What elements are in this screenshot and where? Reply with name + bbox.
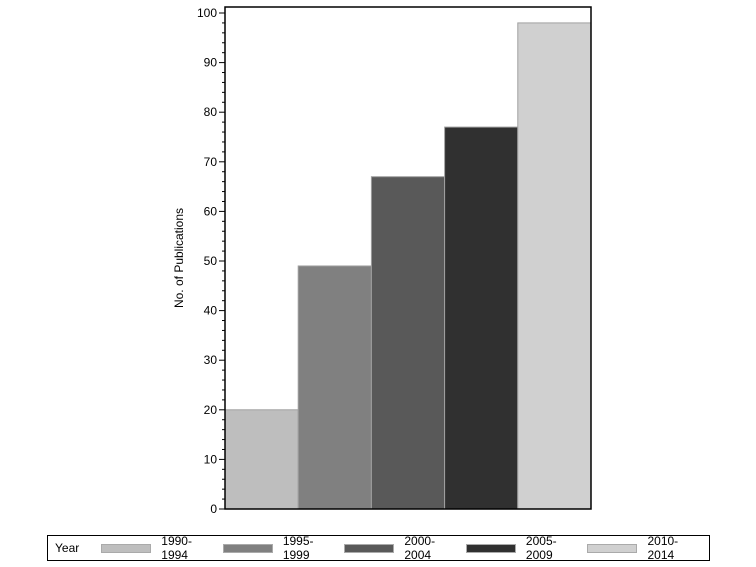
legend: Year 1990-1994 1995-1999 2000-2004 2005-… bbox=[47, 534, 710, 562]
y-tick-label: 30 bbox=[204, 353, 218, 367]
y-tick-label: 80 bbox=[204, 105, 218, 119]
plot-frame bbox=[224, 6, 592, 510]
y-axis-label: No. of Publications bbox=[172, 208, 186, 308]
bars bbox=[224, 22, 592, 510]
legend-item: 2010-2014 bbox=[587, 534, 695, 562]
legend-item: 1990-1994 bbox=[101, 534, 209, 562]
legend-item: 2005-2009 bbox=[465, 534, 574, 562]
legend-item: 2000-2004 bbox=[344, 534, 452, 562]
legend-label: 1990-1994 bbox=[161, 534, 192, 562]
legend-swatch bbox=[344, 543, 395, 553]
legend-swatch bbox=[465, 543, 516, 553]
legend-swatch bbox=[101, 543, 152, 553]
y-tick-label: 50 bbox=[204, 254, 218, 268]
legend-label: 2010-2014 bbox=[647, 534, 679, 562]
legend-label: 2005-2009 bbox=[525, 534, 557, 562]
bar-1995-1999 bbox=[297, 265, 372, 510]
y-tick-label: 90 bbox=[204, 56, 218, 70]
y-tick-label: 10 bbox=[204, 452, 218, 466]
legend-swatch bbox=[222, 543, 273, 553]
legend-swatch bbox=[587, 543, 638, 553]
bar-2010-2014 bbox=[517, 22, 592, 510]
y-tick-label: 100 bbox=[197, 6, 217, 20]
y-tick-label: 40 bbox=[204, 304, 218, 318]
legend-label: 2000-2004 bbox=[404, 534, 436, 562]
bar-1990-1994 bbox=[224, 409, 299, 510]
bar-2000-2004 bbox=[370, 176, 446, 510]
legend-item: 1995-1999 bbox=[222, 534, 331, 562]
y-axis: 0 10 20 30 40 50 60 70 80 90 100 bbox=[197, 6, 225, 516]
y-tick-label: 20 bbox=[204, 403, 218, 417]
y-tick-label: 60 bbox=[204, 204, 218, 218]
y-tick-label: 70 bbox=[204, 155, 218, 169]
y-tick-label: 0 bbox=[210, 502, 217, 516]
bar-2005-2009 bbox=[444, 126, 519, 510]
legend-label: 1995-1999 bbox=[282, 534, 314, 562]
legend-title: Year bbox=[55, 541, 80, 555]
